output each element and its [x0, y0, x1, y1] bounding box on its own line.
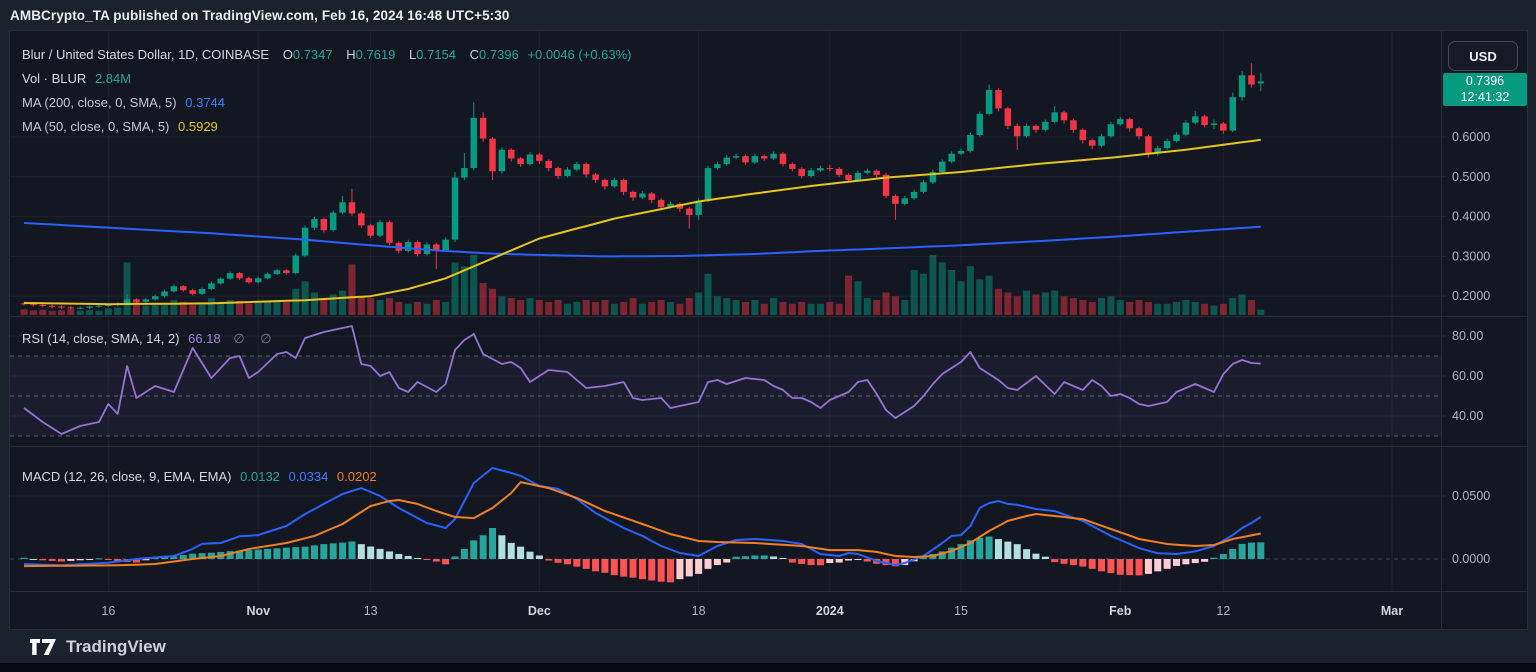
- rsi-line: [23, 325, 1261, 435]
- price-axis-labels: 0.6000 0.5000 0.4000 0.3000 0.2000 80.00 60.00…: [1441, 130, 1490, 566]
- attribution-bar: AMBCrypto_TA published on TradingView.co…: [0, 0, 1536, 30]
- tradingview-brand-text[interactable]: TradingView: [66, 637, 166, 656]
- svg-text:Feb: Feb: [1109, 604, 1132, 618]
- svg-text:0.4000: 0.4000: [1452, 210, 1490, 224]
- bottom-black-bar: [0, 663, 1536, 672]
- ma50-line: [23, 138, 1261, 306]
- svg-text:Dec: Dec: [528, 604, 551, 618]
- svg-text:0.3000: 0.3000: [1452, 249, 1490, 263]
- svg-text:16: 16: [101, 604, 115, 618]
- svg-text:0.2000: 0.2000: [1452, 289, 1490, 303]
- svg-text:13: 13: [364, 604, 378, 618]
- chart-canvas[interactable]: 0.6000 0.5000 0.4000 0.3000 0.2000 80.00 60.00…: [10, 31, 1527, 629]
- bar-countdown: 12:41:32: [1460, 89, 1510, 104]
- ma200-line: [23, 222, 1261, 258]
- macd-signal-line: [23, 481, 1262, 568]
- svg-text:2024: 2024: [816, 604, 844, 618]
- currency-toggle-button[interactable]: USD: [1448, 41, 1518, 71]
- candles: [20, 63, 1265, 310]
- last-price-value: 0.7396: [1465, 74, 1505, 89]
- svg-text:40.00: 40.00: [1452, 409, 1483, 423]
- svg-text:15: 15: [954, 604, 968, 618]
- time-axis[interactable]: 16 Nov 13 Dec 18 2024 15 Feb 12 Mar: [101, 604, 1403, 618]
- svg-text:Mar: Mar: [1381, 604, 1403, 618]
- chart-frame: 0.6000 0.5000 0.4000 0.3000 0.2000 80.00 60.00…: [9, 30, 1528, 630]
- last-price-badge[interactable]: 0.7396 12:41:32: [1443, 73, 1527, 107]
- pane-separators: [10, 31, 1527, 629]
- svg-text:0.0500: 0.0500: [1452, 489, 1490, 503]
- volume-bars: [20, 255, 1265, 315]
- svg-text:0.6000: 0.6000: [1452, 130, 1490, 144]
- svg-text:12: 12: [1216, 604, 1230, 618]
- attribution-text: AMBCrypto_TA published on TradingView.co…: [10, 7, 510, 23]
- macd-pane: [10, 528, 1441, 583]
- macd-line: [23, 467, 1262, 567]
- tradingview-logo-icon[interactable]: [30, 637, 57, 657]
- svg-text:80.00: 80.00: [1452, 329, 1483, 343]
- svg-text:60.00: 60.00: [1452, 369, 1483, 383]
- footer: TradingView: [0, 632, 1536, 662]
- currency-label: USD: [1469, 48, 1497, 64]
- svg-text:0.5000: 0.5000: [1452, 170, 1490, 184]
- rsi-pane: [10, 355, 1441, 437]
- grid-lines: [10, 31, 1441, 591]
- svg-text:0.0000: 0.0000: [1452, 552, 1490, 566]
- svg-text:18: 18: [692, 604, 706, 618]
- svg-text:Nov: Nov: [246, 604, 270, 618]
